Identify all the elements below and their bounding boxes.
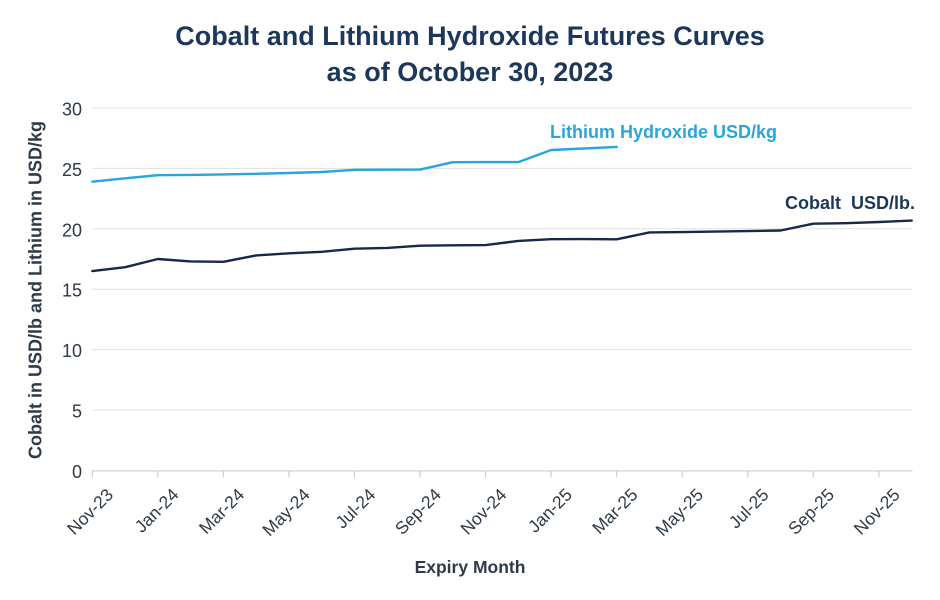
svg-text:Cobalt and Lithium Hydroxide F: Cobalt and Lithium Hydroxide Futures Cur… [175, 21, 765, 51]
svg-text:Cobalt USD/lb.: Cobalt USD/lb. [785, 193, 915, 213]
svg-text:Cobalt in USD/lb and Lithium i: Cobalt in USD/lb and Lithium in USD/kg [26, 121, 46, 459]
svg-text:Expiry Month: Expiry Month [415, 557, 526, 577]
svg-text:10: 10 [62, 341, 82, 361]
svg-text:0: 0 [72, 462, 82, 482]
svg-text:as of October 30, 2023: as of October 30, 2023 [327, 57, 614, 87]
svg-text:25: 25 [62, 160, 82, 180]
svg-text:5: 5 [72, 402, 82, 422]
svg-text:20: 20 [62, 220, 82, 240]
svg-text:Lithium Hydroxide USD/kg: Lithium Hydroxide USD/kg [550, 122, 777, 142]
svg-text:30: 30 [62, 100, 82, 120]
svg-text:15: 15 [62, 281, 82, 301]
